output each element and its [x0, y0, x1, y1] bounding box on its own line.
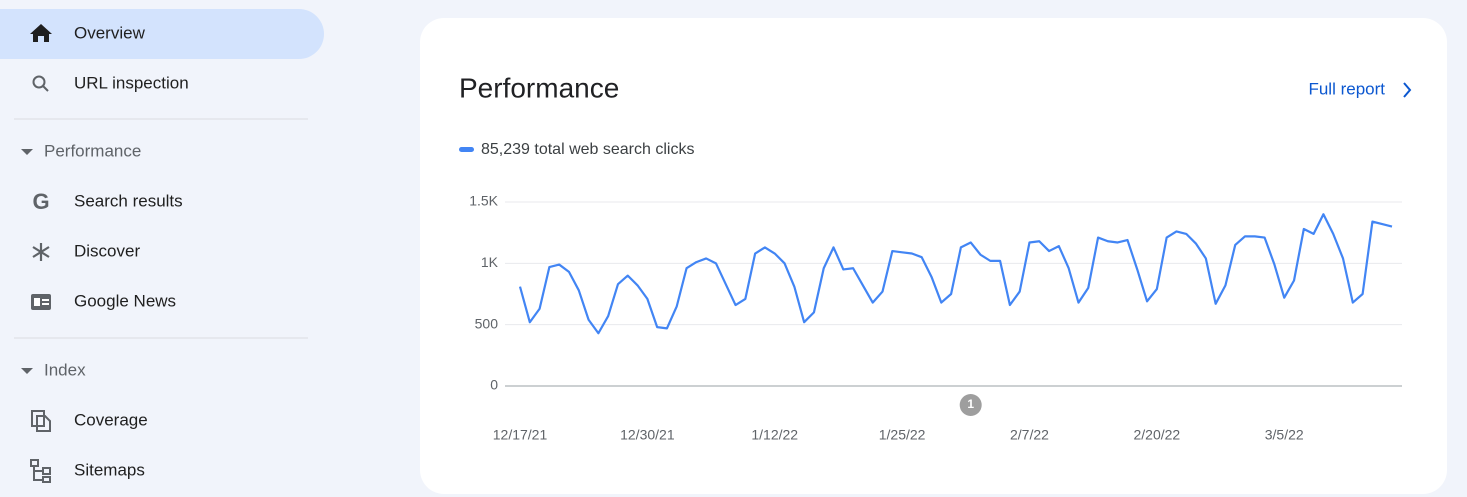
- nav-item[interactable]: Coverage: [74, 410, 148, 429]
- news-icon: [31, 294, 51, 310]
- nav-item[interactable]: Google News: [74, 291, 176, 310]
- annotation-marker: [959, 394, 982, 416]
- full-report-link[interactable]: Full report: [1308, 79, 1385, 98]
- y-tick-label: 0: [490, 377, 498, 393]
- x-tick-label: 1/25/22: [879, 427, 926, 443]
- y-tick-label: 1K: [481, 254, 499, 270]
- series-line: [518, 213, 1393, 335]
- x-tick-label: 1/12/22: [751, 427, 798, 443]
- nav-item[interactable]: Overview: [74, 23, 146, 42]
- google-icon: G: [32, 189, 49, 214]
- nav-section[interactable]: Performance: [44, 141, 141, 160]
- caret: [21, 368, 33, 374]
- x-tick-label: 12/30/21: [620, 427, 675, 443]
- nav-item[interactable]: URL inspection: [74, 73, 189, 92]
- home-icon: [30, 24, 52, 42]
- caret: [21, 149, 33, 155]
- sitemaps-icon: [30, 459, 51, 483]
- discover-icon: [32, 243, 50, 261]
- y-tick-label: 1.5K: [469, 193, 498, 209]
- nav-item[interactable]: Sitemaps: [74, 460, 145, 479]
- y-tick-label: 500: [475, 315, 499, 331]
- legend-label: 85,239 total web search clicks: [481, 141, 694, 158]
- card: [420, 18, 1447, 494]
- x-tick-label: 3/5/22: [1265, 427, 1304, 443]
- nav-item[interactable]: Discover: [74, 241, 140, 260]
- search-icon: [32, 75, 49, 92]
- card-title: Performance: [459, 72, 619, 103]
- nav-section[interactable]: Index: [44, 360, 86, 379]
- x-tick-label: 2/7/22: [1010, 427, 1049, 443]
- nav-item[interactable]: Search results: [74, 191, 183, 210]
- x-tick-label: 2/20/22: [1133, 427, 1180, 443]
- annotation-label: 1: [967, 397, 974, 411]
- legend-swatch: [459, 147, 474, 152]
- chevron[interactable]: [1403, 82, 1412, 98]
- selected-pill: [0, 9, 324, 59]
- coverage-icon: [31, 410, 51, 432]
- x-tick-label: 12/17/21: [493, 427, 548, 443]
